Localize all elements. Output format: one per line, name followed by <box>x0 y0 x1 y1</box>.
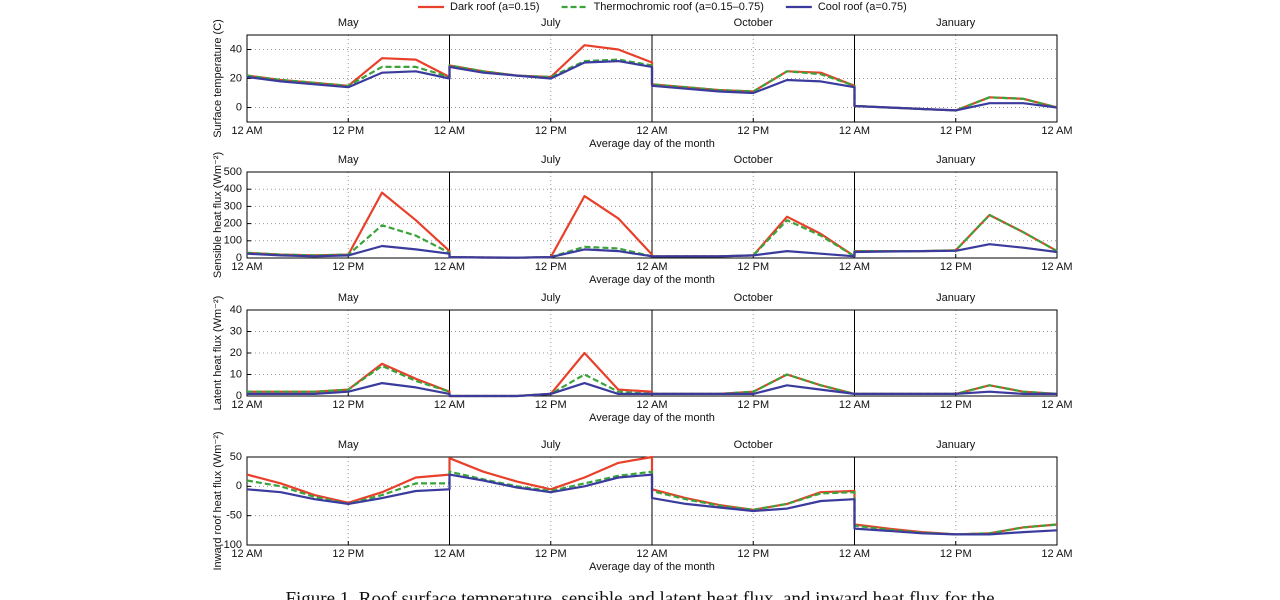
month-label: October <box>734 154 773 166</box>
x-tick-label: 12 AM <box>1041 548 1072 560</box>
x-axis-label: Average day of the month <box>589 412 715 424</box>
x-tick-label: 12 AM <box>231 261 262 273</box>
month-label: January <box>936 154 976 166</box>
x-tick-label: 12 PM <box>737 399 769 411</box>
x-tick-label: 12 PM <box>535 399 567 411</box>
x-tick-label: 12 AM <box>434 261 465 273</box>
y-tick-label: 100 <box>224 235 242 247</box>
month-label: May <box>338 154 359 166</box>
y-tick-label: 0 <box>236 252 242 264</box>
x-tick-label: 12 AM <box>636 125 667 137</box>
x-tick-label: 12 AM <box>839 548 870 560</box>
month-label: July <box>541 154 561 166</box>
x-tick-label: 12 AM <box>636 399 667 411</box>
series-line <box>246 60 1058 112</box>
x-tick-label: 12 PM <box>332 125 364 137</box>
month-label: July <box>541 439 561 451</box>
y-tick-label: 10 <box>230 368 242 380</box>
month-frame <box>854 171 1058 259</box>
series-line <box>246 473 1058 536</box>
x-tick-label: 12 PM <box>332 399 364 411</box>
y-tick-label: 0 <box>236 480 242 492</box>
series-line <box>246 243 1058 259</box>
x-tick-label: 12 PM <box>332 261 364 273</box>
month-frame <box>651 34 855 123</box>
y-tick-label: -100 <box>220 539 242 551</box>
month-label: May <box>338 439 359 451</box>
x-tick-label: 12 PM <box>940 261 972 273</box>
y-tick-label: 30 <box>230 325 242 337</box>
month-label: January <box>936 439 976 451</box>
y-axis-label: Inward roof heat flux (Wm⁻²) <box>212 431 224 570</box>
x-tick-label: 12 AM <box>839 261 870 273</box>
x-tick-label: 12 AM <box>1041 261 1072 273</box>
y-axis-label: Sensible heat flux (Wm⁻²) <box>212 152 224 278</box>
x-tick-label: 12 PM <box>737 261 769 273</box>
x-tick-label: 12 AM <box>839 125 870 137</box>
month-label: May <box>338 17 359 29</box>
series-line <box>247 382 1057 398</box>
y-tick-label: 20 <box>230 347 242 359</box>
y-axis-label: Surface temperature (C) <box>212 19 224 138</box>
month-frame <box>854 34 1058 123</box>
x-tick-label: 12 PM <box>737 125 769 137</box>
y-tick-label: 40 <box>230 43 242 55</box>
x-tick-label: 12 AM <box>636 261 667 273</box>
month-frame <box>854 309 1058 397</box>
month-label: January <box>936 292 976 304</box>
x-tick-label: 12 AM <box>434 125 465 137</box>
month-label: January <box>936 17 976 29</box>
x-tick-label: 12 AM <box>1041 399 1072 411</box>
month-label: October <box>734 439 773 451</box>
month-label: October <box>734 292 773 304</box>
x-tick-label: 12 AM <box>231 399 262 411</box>
x-tick-label: 12 AM <box>636 548 667 560</box>
y-tick-label: 50 <box>230 451 242 463</box>
legend-label: Thermochromic roof (a=0.15–0.75) <box>594 1 764 13</box>
x-axis-label: Average day of the month <box>589 561 715 573</box>
y-tick-label: 0 <box>236 101 242 113</box>
month-label: July <box>541 17 561 29</box>
y-tick-label: 500 <box>224 166 242 178</box>
x-tick-label: 12 AM <box>434 399 465 411</box>
y-tick-label: 40 <box>230 304 242 316</box>
x-tick-label: 12 PM <box>737 548 769 560</box>
x-tick-label: 12 PM <box>940 399 972 411</box>
y-axis-label: Latent heat flux (Wm⁻²) <box>212 296 224 411</box>
x-tick-label: 12 AM <box>231 548 262 560</box>
x-tick-label: 12 AM <box>434 548 465 560</box>
x-tick-label: 12 PM <box>332 548 364 560</box>
x-tick-label: 12 PM <box>940 548 972 560</box>
legend-label: Dark roof (a=0.15) <box>450 1 540 13</box>
month-label: October <box>734 17 773 29</box>
x-tick-label: 12 PM <box>940 125 972 137</box>
y-tick-label: 400 <box>224 183 242 195</box>
y-tick-label: 20 <box>230 72 242 84</box>
x-tick-label: 12 AM <box>1041 125 1072 137</box>
y-tick-label: 200 <box>224 218 242 230</box>
y-tick-label: 0 <box>236 390 242 402</box>
x-tick-label: 12 PM <box>535 261 567 273</box>
month-label: May <box>338 292 359 304</box>
x-axis-label: Average day of the month <box>589 274 715 286</box>
x-axis-label: Average day of the month <box>589 138 715 150</box>
caption: Figure 1. Roof surface temperature, sens… <box>285 588 994 600</box>
x-tick-label: 12 AM <box>231 125 262 137</box>
y-tick-label: -50 <box>226 510 242 522</box>
x-tick-label: 12 AM <box>839 399 870 411</box>
legend-label: Cool roof (a=0.75) <box>818 1 907 13</box>
x-tick-label: 12 PM <box>535 548 567 560</box>
y-tick-label: 300 <box>224 200 242 212</box>
month-label: July <box>541 292 561 304</box>
x-tick-label: 12 PM <box>535 125 567 137</box>
